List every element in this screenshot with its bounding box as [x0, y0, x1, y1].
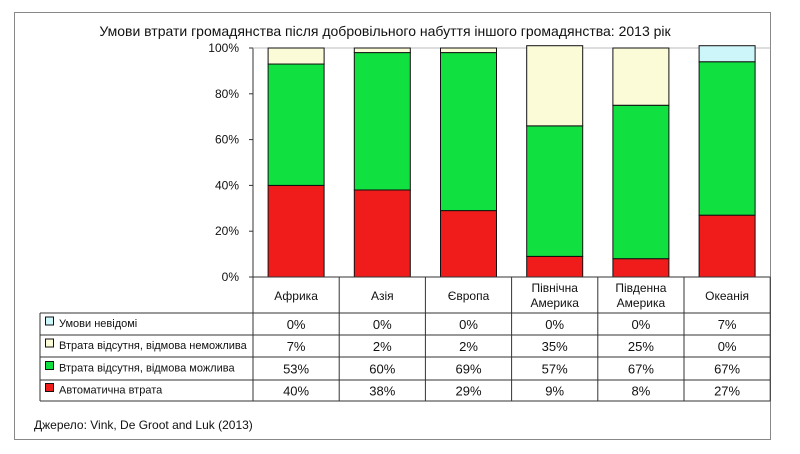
data-label: 0%	[459, 317, 478, 332]
data-label: 38%	[369, 384, 395, 399]
legend-label: Втрата відсутня, відмова можлива	[59, 363, 235, 375]
bar-3-2	[440, 210, 497, 278]
category-label: Африка	[274, 289, 318, 303]
bar-2-4	[612, 104, 670, 260]
data-label: 7%	[287, 339, 306, 354]
data-label: 67%	[714, 362, 740, 377]
data-label: 9%	[545, 384, 564, 399]
data-label: 0%	[718, 339, 737, 354]
data-label: 29%	[455, 384, 481, 399]
bar-1-0	[267, 47, 325, 65]
bar-2-2	[440, 52, 497, 212]
y-tick-label: 20%	[215, 224, 239, 238]
legend-label: Умови невідомі	[59, 318, 137, 330]
bar-3-1	[353, 189, 411, 278]
bar-2-3	[526, 125, 584, 257]
bar-2-5	[698, 61, 756, 216]
bar-1-4	[612, 47, 670, 106]
y-tick-label: 100%	[208, 41, 239, 55]
category-label: Азія	[371, 289, 394, 303]
legend-swatch-3	[45, 383, 54, 392]
data-label: 27%	[714, 384, 740, 399]
bar-3-5	[698, 214, 756, 278]
bar-3-4	[612, 258, 670, 278]
bar-3-0	[267, 184, 325, 278]
data-label: 67%	[628, 362, 654, 377]
data-label: 0%	[287, 317, 306, 332]
bar-1-1	[353, 47, 411, 54]
bar-3-3	[526, 255, 584, 278]
y-tick-label: 40%	[215, 178, 239, 192]
source-note: Джерело: Vink, De Groot and Luk (2013)	[34, 418, 253, 432]
bar-2-0	[267, 63, 325, 186]
data-label: 0%	[373, 317, 392, 332]
data-label: 2%	[459, 339, 478, 354]
chart-frame	[14, 12, 771, 440]
data-label: 35%	[542, 339, 568, 354]
bar-2-1	[353, 52, 411, 191]
legend-swatch-2	[45, 361, 54, 370]
category-label: Європа	[448, 289, 490, 303]
data-label: 40%	[283, 384, 309, 399]
chart-title: Умови втрати громадянства після добровіл…	[99, 23, 671, 39]
legend-label: Втрата відсутня, відмова неможлива	[59, 340, 248, 352]
bar-1-3	[526, 45, 584, 127]
category-label: Америка	[530, 296, 579, 310]
category-label: Південна	[615, 281, 666, 295]
category-label: Північна	[531, 281, 578, 295]
bar-1-2	[440, 47, 497, 54]
bar-0-5	[698, 45, 756, 63]
data-label: 53%	[283, 362, 309, 377]
legend-swatch-1	[45, 338, 54, 348]
category-label: Америка	[617, 296, 666, 310]
data-label: 57%	[542, 362, 568, 377]
data-label: 2%	[373, 339, 392, 354]
data-label: 0%	[545, 317, 564, 332]
legend-swatch-0	[45, 316, 54, 326]
y-tick-label: 60%	[215, 133, 239, 147]
category-label: Океанія	[705, 289, 749, 303]
y-tick-label: 0%	[222, 270, 240, 284]
data-label: 7%	[718, 317, 737, 332]
y-tick-label: 80%	[215, 87, 239, 101]
data-label: 60%	[369, 362, 395, 377]
data-label: 0%	[632, 317, 651, 332]
legend-label: Автоматична втрата	[59, 385, 163, 397]
data-label: 69%	[455, 362, 481, 377]
data-label: 25%	[628, 339, 654, 354]
data-label: 8%	[632, 384, 651, 399]
